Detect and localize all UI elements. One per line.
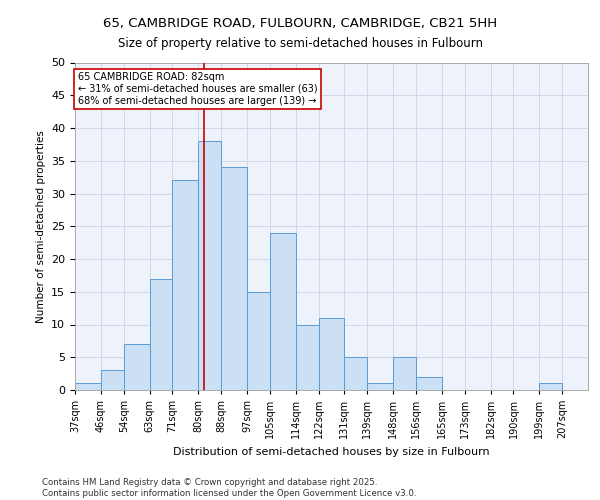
Text: 65, CAMBRIDGE ROAD, FULBOURN, CAMBRIDGE, CB21 5HH: 65, CAMBRIDGE ROAD, FULBOURN, CAMBRIDGE,…	[103, 18, 497, 30]
X-axis label: Distribution of semi-detached houses by size in Fulbourn: Distribution of semi-detached houses by …	[173, 446, 490, 456]
Bar	[270, 233, 296, 390]
Text: Size of property relative to semi-detached houses in Fulbourn: Size of property relative to semi-detach…	[118, 38, 482, 51]
Bar	[367, 384, 393, 390]
Bar	[172, 180, 198, 390]
Bar	[319, 318, 344, 390]
Text: 65 CAMBRIDGE ROAD: 82sqm
← 31% of semi-detached houses are smaller (63)
68% of s: 65 CAMBRIDGE ROAD: 82sqm ← 31% of semi-d…	[78, 72, 317, 106]
Bar	[101, 370, 124, 390]
Bar	[124, 344, 149, 390]
Bar	[75, 384, 101, 390]
Bar	[539, 384, 562, 390]
Bar	[416, 377, 442, 390]
Y-axis label: Number of semi-detached properties: Number of semi-detached properties	[35, 130, 46, 322]
Bar	[393, 357, 416, 390]
Bar	[149, 278, 172, 390]
Bar	[344, 357, 367, 390]
Bar	[198, 141, 221, 390]
Bar	[296, 324, 319, 390]
Bar	[221, 168, 247, 390]
Text: Contains HM Land Registry data © Crown copyright and database right 2025.
Contai: Contains HM Land Registry data © Crown c…	[42, 478, 416, 498]
Bar	[247, 292, 270, 390]
